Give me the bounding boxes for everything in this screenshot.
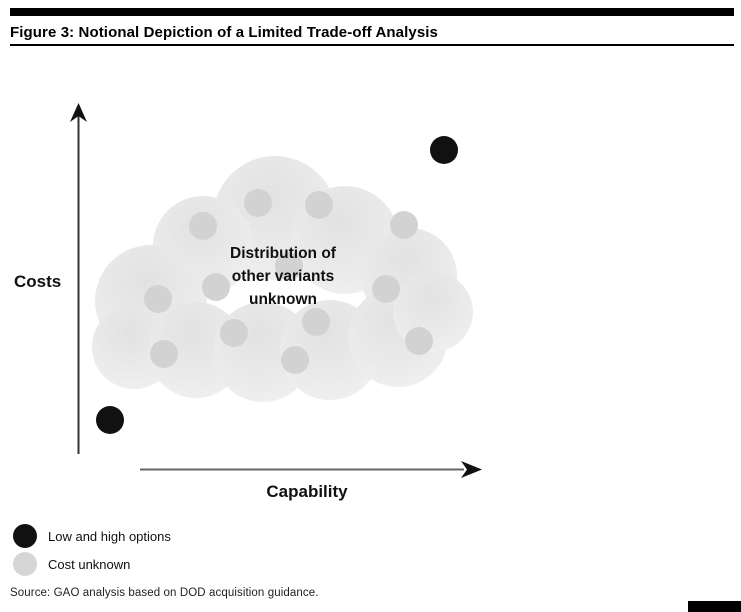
cost-unknown-dot [281,346,310,375]
cost-unknown-dot [275,251,304,280]
cost-unknown-dot [219,318,248,347]
cost-unknown-dot [301,307,330,336]
title-underline-rule [10,44,734,46]
figure-title: Figure 3: Notional Depiction of a Limite… [10,24,438,41]
legend-item-low-high-options: Low and high options [13,522,171,550]
source-note: Source: GAO analysis based on DOD acquis… [10,587,319,599]
cost-unknown-dot [404,326,433,355]
legend: Low and high options Cost unknown [13,522,171,578]
cloud-annotation-text: Distribution of other variants unknown [230,245,336,308]
black-dot-swatch [13,524,37,548]
y-axis-label: Costs [14,272,62,291]
legend-item-cost-unknown: Cost unknown [13,550,171,578]
legend-label: Cost unknown [48,556,131,572]
gray-dot-swatch [13,552,37,576]
cost-unknown-dot [390,211,419,240]
top-divider-bar [10,8,734,16]
cost-unknown-dot [143,285,172,314]
cost-unknown-dot [304,191,333,220]
x-axis-label: Capability [266,482,348,501]
cost-unknown-dot [201,272,230,301]
cost-unknown-dot [371,275,400,304]
cost-unknown-dot [244,189,273,218]
option-dot [96,406,125,435]
legend-label: Low and high options [48,528,171,544]
corner-mark [688,601,741,612]
cost-unknown-dot [189,211,218,240]
cost-unknown-dot [150,340,179,369]
option-dot [429,136,458,165]
